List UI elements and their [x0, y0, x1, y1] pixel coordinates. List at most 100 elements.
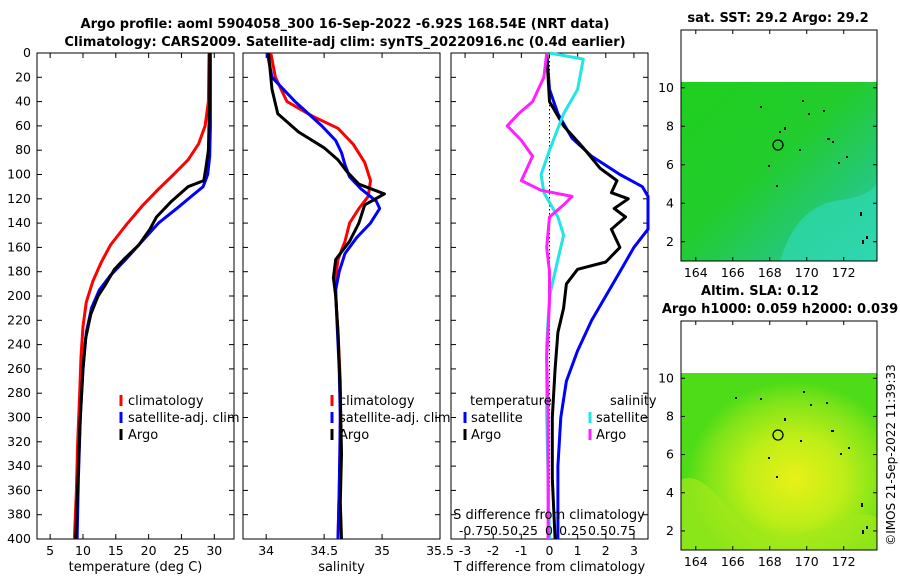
- panel-temp-xtick-label: 20: [141, 543, 157, 558]
- panel-diff-xtick-label: -2: [487, 543, 499, 558]
- sst-map-nodata: [681, 30, 877, 82]
- panel-temp-xlabel: temperature (deg C): [69, 560, 203, 575]
- sla-map-frame: [680, 320, 878, 551]
- panel-temp-ytick-label: 180: [7, 264, 31, 279]
- legend-label: Argo: [128, 428, 158, 443]
- sla-map-subtitle: Argo h1000: 0.059 h2000: 0.039: [662, 302, 898, 317]
- sst-map-islands: [760, 100, 868, 244]
- panel-temp-ytick-label: 140: [7, 215, 31, 230]
- panel-sal-xlabel: salinity: [318, 560, 365, 575]
- panel-temp-xtick-label: 15: [108, 543, 124, 558]
- legend-header-salinity: salinity: [610, 394, 657, 409]
- difference-panel: -3 -2 -1 0 1 2 3 T difference from climatology t…: [450, 51, 657, 575]
- sla-axes-xtick-label: 166: [721, 554, 745, 569]
- panel-diff-xtick-label: -3: [459, 543, 471, 558]
- salinity-panel: 34 34.5 35 35.5 salinity climatology satellite…: [242, 52, 454, 575]
- panel-diff-xtick-label: -1: [515, 543, 527, 558]
- panel-temp-ytick-label: 360: [7, 482, 31, 497]
- legend-label: Argo: [339, 428, 369, 443]
- panel-temp-ytick-label: 200: [7, 288, 31, 303]
- panel-temp-ytick-label: 300: [7, 410, 31, 425]
- panel-diff-xtick-label: 0: [546, 543, 554, 558]
- sst-map-argo-marker: [772, 139, 784, 151]
- legend-label: climatology: [339, 394, 415, 409]
- sst-map: 164 166 168 170 172 2 4 6 8 10: [658, 29, 878, 280]
- diff-s-tick-label: 0.5: [490, 523, 510, 538]
- legend-label: Argo: [471, 428, 501, 443]
- sla-axes-xtick-label: 164: [684, 554, 708, 569]
- sst-axes-xtick-label: 164: [684, 265, 708, 280]
- sla-axes-ytick-label: 4: [666, 485, 674, 500]
- sla-axes-ytick-label: 2: [666, 523, 674, 538]
- diff-s-tick-label: 0.5: [588, 523, 608, 538]
- legend-label: climatology: [128, 394, 204, 409]
- panel-temp-ytick-label: 400: [7, 531, 31, 546]
- panel-temp-ytick-label: 0: [23, 45, 31, 60]
- panel-sal-xtick-label: 35: [374, 543, 390, 558]
- sla-map-argo-marker: [772, 429, 784, 441]
- panel-temp-ytick-label: 260: [7, 361, 31, 376]
- diff-s-tick-label: 0.25: [559, 523, 587, 538]
- legend-label: satellite: [596, 411, 648, 426]
- title-line-1: Argo profile: aoml 5904058_300 16-Sep-20…: [81, 17, 610, 32]
- sst-axes-ytick-label: 4: [666, 195, 674, 210]
- panel-sal-xtick-label: 34: [258, 543, 274, 558]
- legend-header-temperature: temperature: [470, 394, 552, 409]
- sst-axes-ytick-label: 10: [658, 80, 674, 95]
- panel-temp-xtick-label: 5: [46, 543, 54, 558]
- sst-axes-xtick-label: 170: [795, 265, 819, 280]
- sla-map-south-region: [681, 478, 877, 550]
- panel-temp-ytick-label: 340: [7, 458, 31, 473]
- legend-label: satellite-adj. clim: [339, 411, 451, 426]
- copyright-timestamp: ©IMOS 21-Sep-2022 11:39:33: [884, 364, 898, 546]
- panel-diff-xtick-label: 2: [602, 543, 610, 558]
- panel-diff-xlabel: T difference from climatology: [453, 560, 646, 575]
- sst-map-warm-region: [780, 180, 877, 261]
- sla-map-axes: 164 166 168 170 172 2 4 6 8 10: [658, 321, 877, 569]
- panel-diff-xtick-label: 1: [574, 543, 582, 558]
- sla-map-title: Altim. SLA: 0.12: [701, 284, 819, 299]
- legend-label: Argo: [596, 428, 626, 443]
- diff-s-tick-label: -0.75: [459, 523, 491, 538]
- temperature-panel: 5 10 15 20 25 3002040608010012014016018020022…: [7, 45, 239, 575]
- panel-temp-ytick-label: 280: [7, 385, 31, 400]
- panel-temp-ytick-label: 240: [7, 337, 31, 352]
- sla-axes-xtick-label: 170: [795, 554, 819, 569]
- legend-label: satellite-adj. clim: [128, 411, 240, 426]
- panel-temp-ytick-label: 100: [7, 167, 31, 182]
- panel-sal-xtick-label: 35.5: [426, 543, 454, 558]
- panel-temp-ytick-label: 120: [7, 191, 31, 206]
- sla-axes-ytick-label: 10: [658, 370, 674, 385]
- panel-temp-ytick-label: 220: [7, 312, 31, 327]
- panel-temp-ytick-label: 320: [7, 434, 31, 449]
- panel-temp-series-climatology: [72, 52, 211, 540]
- panel-diff-series-salinity-argo: [505, 52, 574, 539]
- panel-temp-ytick-label: 20: [15, 69, 31, 84]
- panel-sal-xtick-label: 34.5: [310, 543, 338, 558]
- sst-map-frame: [680, 29, 878, 262]
- panel-temp-xtick-label: 30: [206, 543, 222, 558]
- sst-axes-xtick-label: 166: [721, 265, 745, 280]
- sla-axes-ytick-label: 8: [666, 408, 674, 423]
- panel-temp-ytick-label: 60: [15, 118, 31, 133]
- sst-axes-xtick-label: 168: [758, 265, 782, 280]
- panel-temp-ytick-label: 40: [15, 94, 31, 109]
- title-line-2: Climatology: CARS2009. Satellite-adj cli…: [64, 35, 625, 50]
- sst-map-axes: 164 166 168 170 172 2 4 6 8 10: [658, 30, 877, 280]
- panel-temp-xtick-label: 10: [75, 543, 91, 558]
- diff-s-tick-label: 0: [545, 523, 553, 538]
- panel-temp-series-argo: [74, 53, 212, 540]
- diff-s-tick-label: 0.25: [510, 523, 538, 538]
- sla-axes-ytick-label: 6: [666, 447, 674, 462]
- sla-axes-xtick-label: 168: [758, 554, 782, 569]
- sst-axes-ytick-label: 2: [666, 234, 674, 249]
- sla-map: 164 166 168 170 172 2 4 6 8 10: [658, 320, 878, 569]
- sla-map-nodata: [681, 321, 877, 373]
- panel-temp-ytick-label: 380: [7, 507, 31, 522]
- panel-temp-ytick-label: 160: [7, 239, 31, 254]
- panel-diff-xtick-label: 3: [630, 543, 638, 558]
- diff-s-axis-label: S difference from climatology: [453, 508, 645, 523]
- panel-temp-xtick-label: 25: [174, 543, 190, 558]
- sst-axes-xtick-label: 172: [832, 265, 856, 280]
